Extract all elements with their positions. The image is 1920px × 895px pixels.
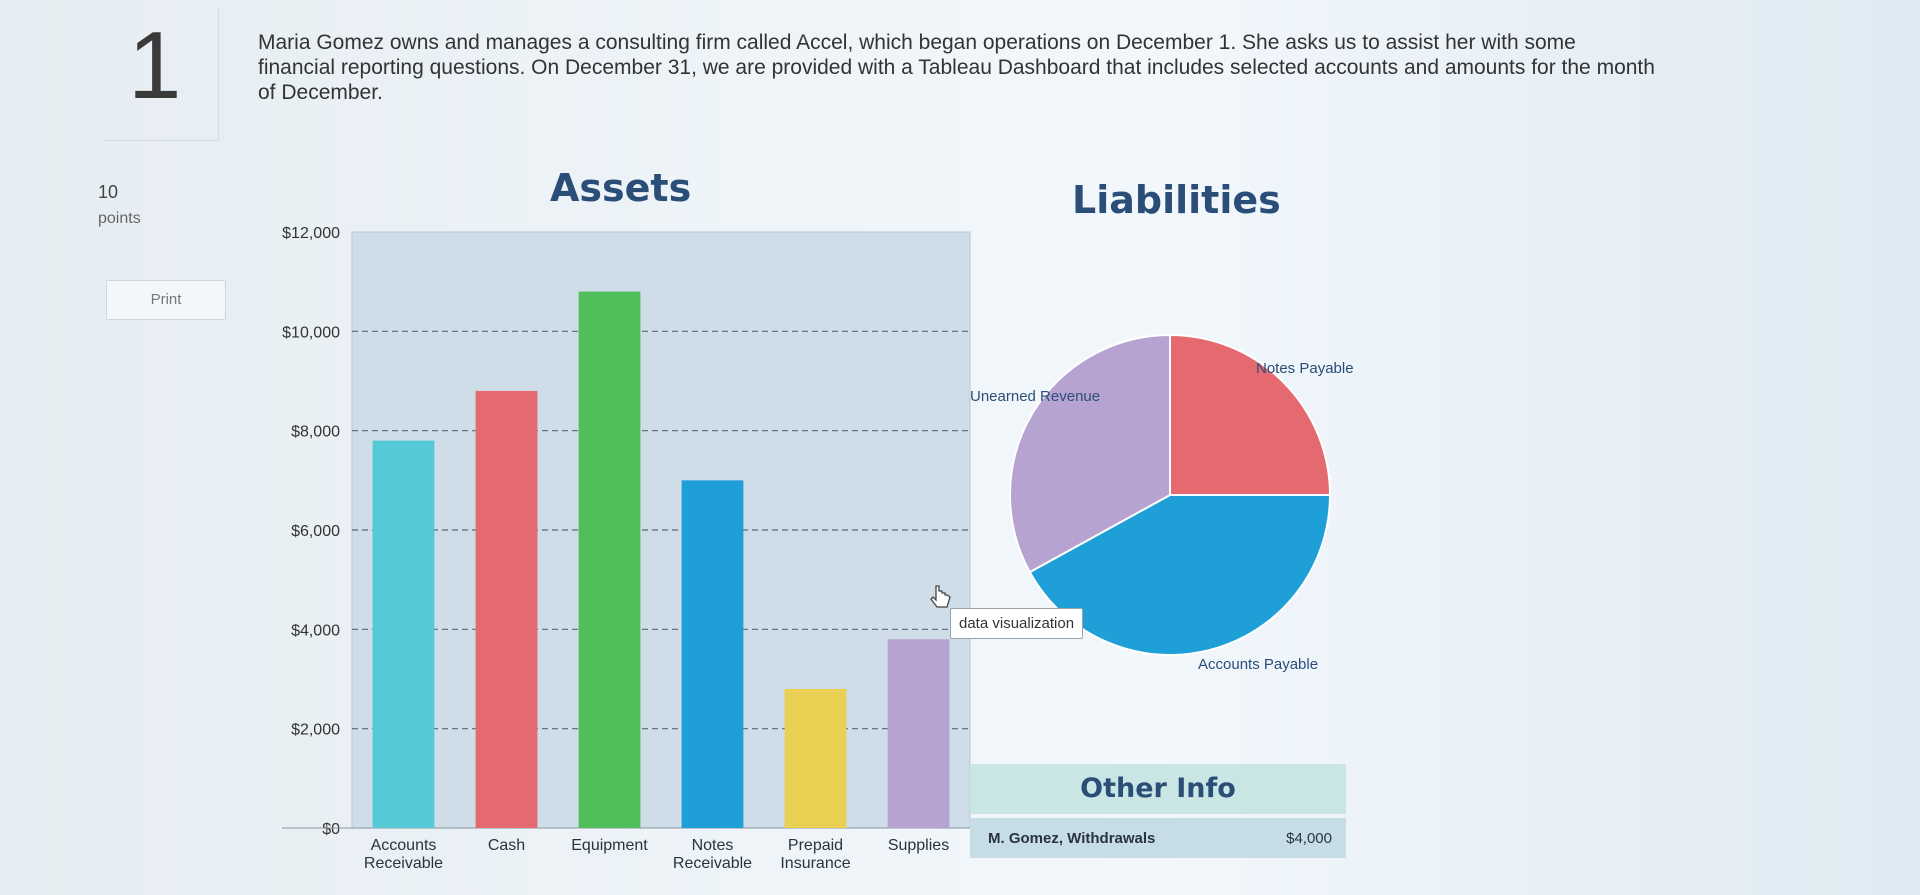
liabilities-title: Liabilities (1072, 178, 1281, 222)
hand-cursor-icon (930, 585, 951, 608)
bar-cash (475, 390, 538, 828)
question-text: Maria Gomez owns and manages a consultin… (258, 31, 1655, 104)
y-tick-label: $12,000 (282, 225, 340, 242)
question-number: 1 (128, 12, 182, 119)
x-tick-label: Insurance (780, 855, 850, 872)
x-tick-label: Equipment (571, 837, 648, 854)
y-tick-label: $6,000 (291, 523, 340, 540)
pie-slice-notes-payable (1169, 333, 1332, 496)
bar-equipment (578, 291, 641, 829)
x-tick-label: Notes (692, 837, 734, 854)
question-number-box (104, 8, 219, 141)
bar-prepaid-insurance (784, 688, 847, 828)
x-tick-label: Receivable (364, 855, 443, 872)
y-tick-label: $4,000 (291, 622, 340, 639)
y-tick-label: $8,000 (291, 424, 340, 441)
pie-label-unearned-revenue: Unearned Revenue (970, 388, 1101, 405)
y-tick-label: $10,000 (282, 324, 340, 341)
bar-notes-receivable (681, 480, 744, 828)
print-button[interactable]: Print (106, 280, 226, 320)
points-value: 10 (98, 182, 119, 202)
bar-accounts-receivable (372, 440, 435, 828)
y-tick-label: $2,000 (291, 722, 340, 739)
x-tick-label: Accounts (371, 837, 437, 854)
x-tick-label: Receivable (673, 855, 752, 872)
data-visualization-tooltip: data visualization (950, 608, 1084, 639)
pie-slice-unearned-revenue (1009, 333, 1171, 574)
other-info-row: M. Gomez, Withdrawals $4,000 (970, 818, 1346, 858)
pie-label-notes-payable: Notes Payable (1256, 360, 1354, 377)
y-tick-label: $0 (322, 821, 340, 838)
x-tick-label: Cash (488, 837, 525, 854)
other-info-label: M. Gomez, Withdrawals (988, 830, 1156, 847)
assets-title: Assets (550, 166, 692, 210)
x-tick-label: Supplies (888, 837, 949, 854)
x-tick-label: Prepaid (788, 837, 843, 854)
points-label: points (98, 210, 141, 227)
other-info-title: Other Info (970, 764, 1346, 814)
pie-label-accounts-payable: Accounts Payable (1198, 656, 1319, 673)
bar-supplies (887, 639, 950, 828)
other-info-value: $4,000 (1286, 830, 1332, 847)
